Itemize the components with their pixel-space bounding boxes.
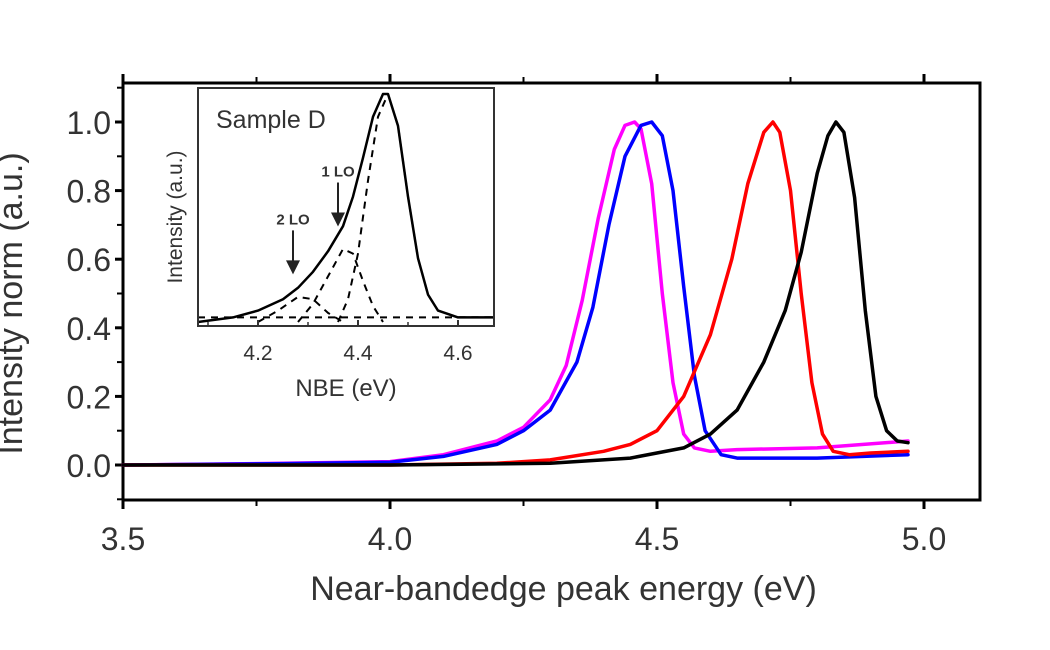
series-line-blue [121,120,910,467]
inset-series-fit-2LO [257,295,344,323]
y-tick-label: 1.0 [67,105,111,141]
series-line-red [121,120,910,467]
series-line-magenta [121,120,910,467]
inset-x-tick-label: 4.6 [443,342,472,365]
main-plot-frame [121,81,982,502]
main-x-ticks: 3.5 4.0 4.5 5.0 [101,74,946,557]
inset-series-fit-1LO [297,248,384,323]
annotation-label: 2 LO [276,211,310,228]
main-series [121,120,910,467]
inset-x-axis-title: NBE (eV) [295,375,396,402]
x-tick-label: 5.0 [902,521,946,557]
x-tick-label: 3.5 [101,521,145,557]
annotation-arrow-head [286,260,300,275]
inset-x-tick-label: 4.4 [343,342,373,365]
x-axis-title: Near-bandedge peak energy (eV) [310,570,817,608]
series-line-black [121,120,910,467]
inset-x-ticks: 4.2 4.4 4.6 [207,320,473,365]
inset-series-fit-0LO [337,93,493,323]
inset-y-axis-title: Intensity (a.u.) [164,150,187,283]
y-axis-title: Intensity norm (a.u.) [0,152,30,454]
y-tick-label: 0.2 [67,379,111,415]
inset-series [197,92,493,324]
y-tick-label: 0.6 [67,242,111,278]
annotation-arrow-head [331,212,345,227]
inset-title: Sample D [216,106,326,134]
main-plot: 3.5 4.0 4.5 5.0 0.0 0.2 0.4 0.6 0.8 1.0 Near-ban… [0,74,982,608]
y-tick-label: 0.8 [67,174,111,210]
annotation-label: 1 LO [321,164,355,181]
y-tick-label: 0.4 [67,311,111,347]
main-y-ticks: 0.0 0.2 0.4 0.6 0.8 1.0 [67,86,123,501]
y-tick-label: 0.0 [67,448,111,484]
x-tick-label: 4.5 [635,521,679,557]
inset-x-tick-label: 4.2 [243,342,272,365]
inset-frame [197,87,495,327]
inset-background [198,88,494,326]
inset-annotations: 1 LO 2 LO [276,164,355,275]
inset-plot: 4.2 4.4 4.6 Sample D NBE (eV) Intensity (a… [164,87,495,402]
x-tick-label: 4.0 [368,521,412,557]
